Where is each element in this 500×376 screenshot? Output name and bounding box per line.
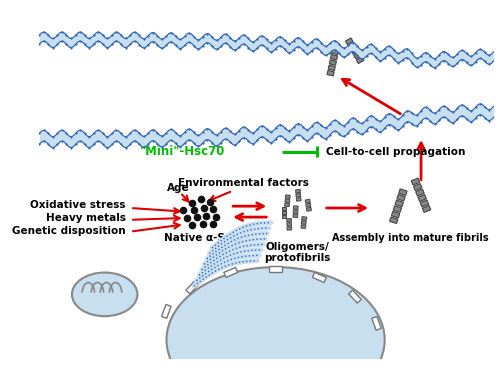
Bar: [416, 189, 424, 196]
Text: Oligomers/
protofibrils: Oligomers/ protofibrils: [264, 242, 330, 263]
Bar: [286, 195, 290, 199]
Bar: [332, 49, 338, 55]
Bar: [418, 194, 426, 202]
Bar: [306, 199, 310, 203]
Text: Environmental factors: Environmental factors: [178, 179, 309, 188]
Bar: [302, 217, 306, 220]
Bar: [282, 207, 286, 210]
Bar: [354, 52, 361, 59]
Bar: [301, 225, 306, 228]
Bar: [420, 200, 428, 207]
Text: Heavy metals: Heavy metals: [46, 213, 126, 223]
Text: Native α-Syn: Native α-Syn: [164, 233, 238, 243]
Bar: [282, 215, 286, 218]
Bar: [346, 38, 353, 45]
Bar: [284, 203, 290, 206]
Bar: [306, 208, 312, 211]
Bar: [269, 266, 282, 271]
Bar: [348, 290, 362, 303]
Bar: [397, 194, 405, 201]
Bar: [306, 203, 311, 207]
Text: Cell-to-cell propagation: Cell-to-cell propagation: [326, 147, 465, 157]
Bar: [287, 218, 292, 222]
Text: Oxidative stress: Oxidative stress: [30, 200, 126, 210]
Bar: [285, 199, 290, 203]
Bar: [296, 190, 300, 193]
Bar: [287, 223, 292, 226]
Bar: [328, 65, 336, 71]
Bar: [302, 221, 306, 224]
Bar: [351, 47, 358, 54]
Bar: [162, 305, 171, 318]
Bar: [294, 206, 298, 209]
Bar: [293, 214, 298, 217]
Bar: [296, 197, 301, 201]
Bar: [395, 200, 404, 207]
Bar: [356, 57, 364, 64]
Bar: [282, 211, 286, 214]
Bar: [330, 60, 336, 65]
Text: "Mini"-Hsc70: "Mini"-Hsc70: [140, 145, 226, 158]
Ellipse shape: [166, 267, 384, 376]
Ellipse shape: [72, 273, 138, 316]
Text: Assembly into mature fibrils: Assembly into mature fibrils: [332, 233, 488, 243]
Bar: [327, 71, 334, 76]
Bar: [398, 189, 407, 196]
Bar: [293, 210, 298, 213]
Bar: [348, 42, 356, 49]
Bar: [312, 273, 326, 282]
Bar: [372, 317, 381, 330]
Bar: [330, 55, 338, 60]
Bar: [412, 178, 420, 185]
Bar: [414, 183, 422, 191]
Bar: [186, 281, 198, 294]
Text: Age: Age: [167, 183, 190, 193]
Bar: [224, 267, 237, 277]
Bar: [393, 206, 402, 212]
Bar: [392, 211, 400, 218]
Bar: [390, 217, 398, 223]
Bar: [422, 206, 431, 212]
Bar: [296, 194, 300, 197]
Text: Genetic disposition: Genetic disposition: [12, 226, 126, 236]
Bar: [287, 227, 292, 230]
